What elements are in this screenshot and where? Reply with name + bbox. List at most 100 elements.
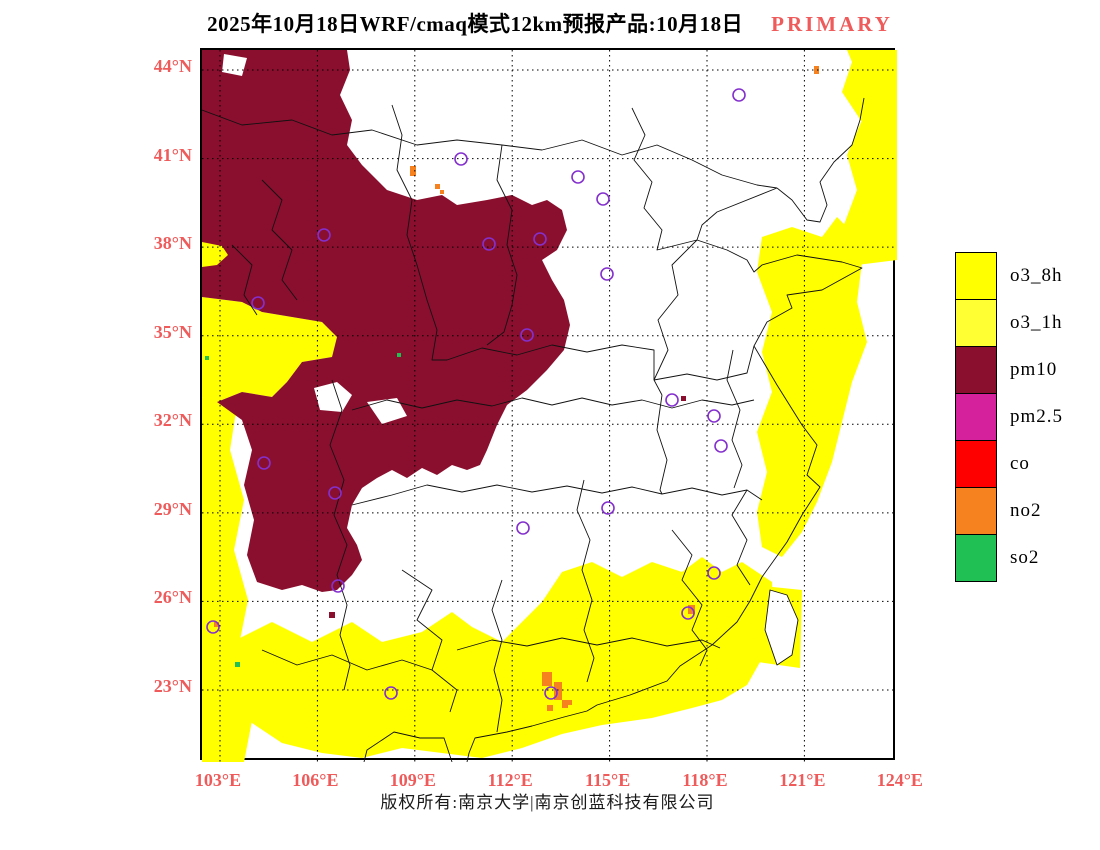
station-marker [732,88,746,102]
white-hole-1 [314,382,352,412]
legend-item-pm10: pm10 [955,346,1063,394]
spot-pm10 [329,612,335,618]
spot-no2 [688,605,695,614]
coastline [466,187,863,762]
taiwan-island [764,589,799,666]
white-hole-2 [367,398,407,424]
spot-pm10 [407,352,412,357]
station-marker [714,439,728,453]
legend-label: o3_1h [1010,312,1063,333]
legend: o3_8h o3_1h pm10 pm2.5 co no2 so2 [955,252,1063,582]
lat-label: 32°N [153,410,192,431]
station-marker [206,620,220,634]
pollutant-spot-layer [205,66,819,711]
spot-no2 [435,184,440,189]
spot-so2 [235,662,240,667]
station-marker [571,170,585,184]
legend-item-o3_1h: o3_1h [955,299,1063,347]
lat-label: 44°N [153,56,192,76]
legend-label: so2 [1010,547,1040,568]
station-marker [600,267,614,281]
station-marker-layer [206,88,746,700]
spot-pm10 [442,448,447,453]
legend-label: pm2.5 [1010,406,1064,427]
spot-no2 [547,705,553,711]
station-marker [596,192,610,206]
lon-label: 112°E [487,770,533,790]
spot-so2 [397,353,401,357]
legend-item-co: co [955,440,1063,488]
title-row: 2025年10月18日WRF/cmaq模式12km预报产品:10月18日 PRIM… [0,8,1100,38]
station-marker [544,686,558,700]
map-frame [200,48,897,762]
station-marker [384,686,398,700]
legend-swatch-pm10 [955,346,997,394]
forecast-map [202,50,897,762]
legend-item-no2: no2 [955,487,1063,535]
legend-label: no2 [1010,500,1042,521]
o3-region-left-small [202,242,228,267]
spot-pm10 [254,300,260,306]
o3-region-south [232,557,774,758]
lat-label: 38°N [153,233,192,254]
page-title: 2025年10月18日WRF/cmaq模式12km预报产品:10月18日 [207,12,744,36]
legend-swatch-no2 [955,487,997,535]
copyright: 版权所有:南京大学|南京创蓝科技有限公司 [380,793,715,812]
spot-pm10 [681,396,686,401]
legend-swatch-so2 [955,534,997,582]
legend-label: pm10 [1010,359,1058,380]
legend-swatch-o3_1h [955,299,997,347]
station-marker [601,501,615,515]
lon-label: 115°E [584,770,631,790]
station-marker [482,237,496,251]
station-marker [707,566,721,580]
station-marker [533,232,547,246]
lon-label: 106°E [292,770,339,790]
station-marker [707,409,721,423]
station-marker [454,152,468,166]
spot-no2 [554,682,562,700]
lon-label: 121°E [779,770,826,790]
lat-label: 35°N [153,321,192,342]
lon-label: 118°E [682,770,728,790]
station-marker [251,296,265,310]
station-marker [257,456,271,470]
legend-swatch-co [955,440,997,488]
station-marker [665,393,679,407]
spot-no2 [542,672,552,686]
o3-region-right-edge [842,120,897,265]
lon-label: 124°E [876,770,923,790]
lon-label: 103°E [194,770,242,790]
spot-so2 [205,356,209,360]
station-marker [681,606,695,620]
station-marker [328,486,342,500]
pollution-fill-layer [202,50,897,762]
legend-item-pm2.5: pm2.5 [955,393,1063,441]
province-boundaries [202,97,865,762]
spot-no2 [214,622,219,627]
legend-item-o3_8h: o3_8h [955,252,1063,300]
station-marker [331,579,345,593]
spot-no2 [562,700,568,708]
lat-label: 23°N [153,675,192,696]
pm10-region-main [202,50,570,592]
lon-label: 109°E [389,770,436,790]
station-marker [520,328,534,342]
graticule [202,50,897,762]
o3-region-east-sea [757,217,867,557]
legend-label: o3_8h [1010,265,1063,286]
legend-item-so2: so2 [955,534,1063,582]
primary-tag: PRIMARY [771,12,893,36]
station-marker [516,521,530,535]
spot-no2 [567,700,572,705]
lat-label: 41°N [153,144,192,165]
legend-swatch-o3_8h [955,252,997,300]
lat-label: 26°N [153,587,192,608]
legend-swatch-pm2.5 [955,393,997,441]
legend-label: co [1010,453,1030,474]
o3-region-northeast-corner [842,50,897,132]
spot-no2 [410,166,416,176]
spot-no2 [440,190,444,194]
station-marker [317,228,331,242]
